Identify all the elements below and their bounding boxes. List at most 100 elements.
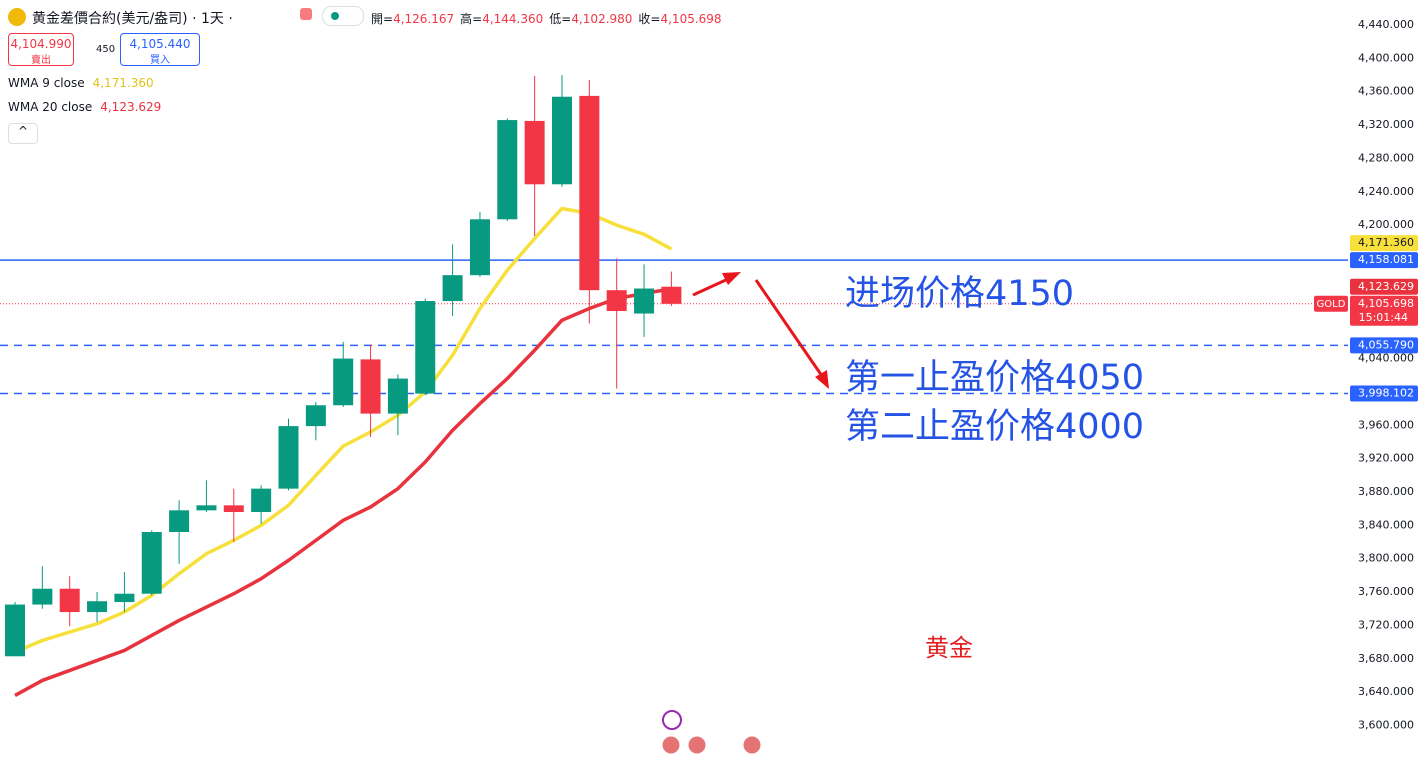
indicator-line xyxy=(14,287,672,697)
countdown: 15:01:44 xyxy=(1359,311,1408,324)
sell-button[interactable]: 4,104.990 賣出 xyxy=(8,33,74,66)
candle-body xyxy=(469,219,490,276)
indicator-name: WMA 9 close xyxy=(8,76,85,90)
symbol-tag-box xyxy=(1314,295,1348,312)
y-tick-label: 3,680.000 xyxy=(1358,652,1414,665)
candle-body xyxy=(634,288,655,314)
spread: 450 xyxy=(96,44,116,55)
buy-price: 4,105.440 xyxy=(129,37,191,51)
candle-body xyxy=(524,120,545,185)
ohlc-label: 低= xyxy=(549,12,572,26)
candle-body xyxy=(661,286,682,304)
ohlc-value: 4,102.980 xyxy=(571,12,633,26)
indicator-line xyxy=(14,206,673,654)
candle-body xyxy=(251,488,272,513)
ohlc-value: 4,126.167 xyxy=(393,12,455,26)
candle-body xyxy=(59,588,80,613)
symbol-icon xyxy=(8,8,26,26)
price-label-box xyxy=(1350,295,1418,326)
sell-label: 賣出 xyxy=(31,55,51,66)
annotation: 第二止盈价格4000 xyxy=(845,407,1145,447)
candle-body xyxy=(169,510,190,533)
y-tick-label: 3,640.000 xyxy=(1358,685,1414,698)
status-pill xyxy=(322,6,364,26)
candle-body xyxy=(32,588,53,605)
candle-body xyxy=(415,301,436,394)
arrows xyxy=(692,272,829,389)
symbol-tag: GOLD xyxy=(1317,299,1346,310)
indicator-name: WMA 20 close xyxy=(8,100,93,114)
indicator-legend: WMA 20 close 4,123.629 xyxy=(8,100,161,114)
y-tick-label: 4,240.000 xyxy=(1358,185,1414,198)
event-icon xyxy=(742,735,762,755)
price-label: 3,998.102 xyxy=(1358,387,1414,400)
y-tick-label: 3,800.000 xyxy=(1358,552,1414,565)
candle-body xyxy=(606,290,627,312)
y-tick-label: 4,360.000 xyxy=(1358,85,1414,98)
event-icons xyxy=(661,710,762,755)
event-icon xyxy=(662,710,682,730)
y-tick-label: 4,320.000 xyxy=(1358,118,1414,131)
y-tick-label: 4,200.000 xyxy=(1358,218,1414,231)
buy-button[interactable]: 4,105.440 買入 xyxy=(120,33,200,66)
y-tick-label: 4,040.000 xyxy=(1358,352,1414,365)
price-label-box xyxy=(1350,252,1418,269)
candle-body xyxy=(333,358,354,406)
annotation: 黄金 xyxy=(925,634,973,662)
indicator-value: 4,171.360 xyxy=(92,76,154,90)
candle-body xyxy=(305,405,326,427)
y-tick-label: 3,960.000 xyxy=(1358,418,1414,431)
candle-body xyxy=(141,532,162,594)
candle-body xyxy=(387,378,408,414)
symbol[interactable]: 黄金差價合約(美元/盎司) xyxy=(32,11,188,27)
ohlc-label: 收= xyxy=(638,12,661,26)
arrow-head xyxy=(722,272,741,285)
annotation: 进场价格4150 xyxy=(845,274,1075,314)
y-tick-label: 3,600.000 xyxy=(1358,718,1414,731)
ohlc-value: 4,144.360 xyxy=(482,12,544,26)
annotation: 第一止盈价格4050 xyxy=(845,358,1145,398)
y-tick-label: 3,880.000 xyxy=(1358,485,1414,498)
arrow xyxy=(692,277,729,297)
candle-body xyxy=(196,505,217,511)
price-label-box xyxy=(1350,278,1418,295)
price-label: 4,123.629 xyxy=(1358,280,1414,293)
ohlc-value: 4,105.698 xyxy=(660,12,722,26)
event-icon xyxy=(661,735,681,755)
interval[interactable]: 1天 xyxy=(201,11,224,27)
ohlc-legend: 開=4,126.167 高=4,144.360 低=4,102.980 收=4,105… xyxy=(371,10,728,27)
y-tick-label: 3,720.000 xyxy=(1358,618,1414,631)
candle-body xyxy=(114,593,135,603)
sell-price: 4,104.990 xyxy=(10,37,72,51)
y-tick-label: 4,440.000 xyxy=(1358,18,1414,31)
price-label-box xyxy=(1350,235,1418,252)
candle-body xyxy=(223,505,244,513)
arrow xyxy=(754,279,824,377)
candle-body xyxy=(360,359,381,414)
candle-body xyxy=(552,96,572,185)
arrow-head xyxy=(815,370,829,389)
price-label-box xyxy=(1350,385,1418,402)
y-tick-label: 4,280.000 xyxy=(1358,151,1414,164)
y-tick-label: 4,400.000 xyxy=(1358,51,1414,64)
candle-body xyxy=(278,426,299,489)
event-icon xyxy=(687,735,707,755)
symbol-header: 黄金差價合約(美元/盎司) · 1天 · xyxy=(32,11,233,27)
indicator-legend: WMA 9 close 4,171.360 xyxy=(8,76,154,90)
y-tick-label: 3,920.000 xyxy=(1358,452,1414,465)
candle-body xyxy=(497,120,518,220)
candle-body xyxy=(579,95,600,291)
ohlc-label: 高= xyxy=(460,12,483,26)
price-label: 4,158.081 xyxy=(1358,253,1414,266)
price-label: 4,105.698 xyxy=(1358,297,1414,310)
price-label-box xyxy=(1350,337,1418,354)
y-tick-label: 3,760.000 xyxy=(1358,585,1414,598)
indicator-value: 4,123.629 xyxy=(100,100,162,114)
candle-body xyxy=(442,275,463,302)
candle-body xyxy=(87,601,108,613)
candle-body xyxy=(5,604,25,657)
y-tick-label: 3,840.000 xyxy=(1358,518,1414,531)
collapse-button[interactable]: ^ xyxy=(8,123,38,144)
price-label: 4,171.360 xyxy=(1358,236,1414,249)
